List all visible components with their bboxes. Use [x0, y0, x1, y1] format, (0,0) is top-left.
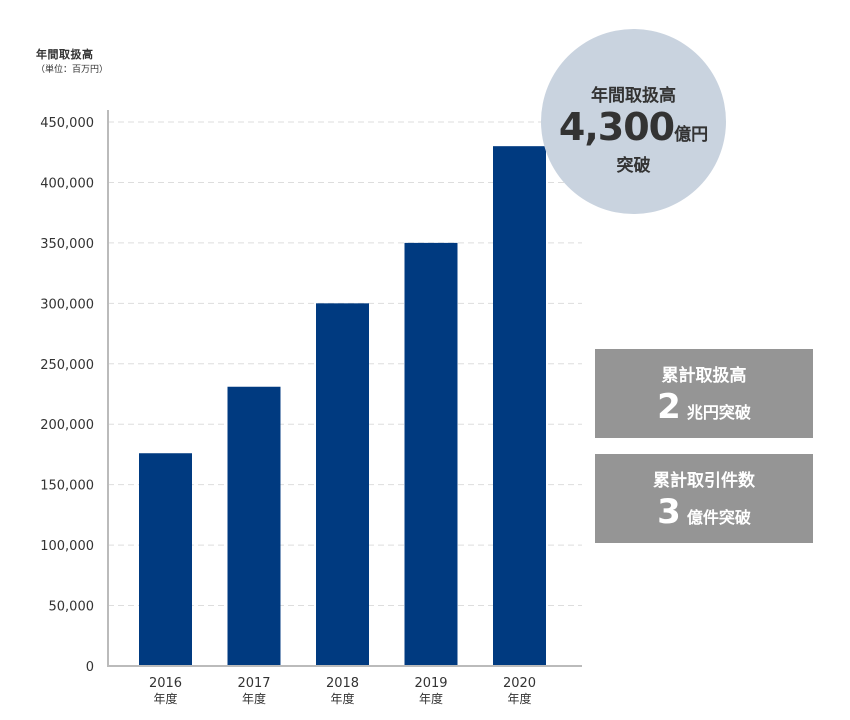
x-tick-label: 2018: [326, 676, 359, 691]
badge-suffix: 突破: [616, 156, 651, 176]
bar: [139, 453, 192, 666]
x-tick-label: 2017: [237, 676, 270, 691]
x-tick-label: 2016: [149, 676, 182, 691]
y-tick-label: 350,000: [40, 237, 94, 252]
stat-unit: 億件突破: [686, 508, 751, 527]
x-tick-suffix: 年度: [330, 691, 354, 706]
bar: [404, 242, 458, 666]
y-tick-label: 400,000: [40, 176, 94, 191]
bars: [139, 146, 546, 666]
cumulative-transactions-box: 累計取引件数 3 億件突破: [595, 454, 813, 543]
y-tick-label: 450,000: [40, 116, 94, 131]
x-tick-label: 2019: [414, 676, 447, 691]
badge-label: 年間取扱高: [591, 86, 676, 106]
y-tick-label: 0: [86, 660, 94, 675]
badge-value-row: 4,300億円: [541, 105, 726, 149]
x-tick-suffix: 年度: [419, 691, 443, 706]
x-tick-suffix: 年度: [507, 691, 531, 706]
bar: [493, 146, 546, 666]
y-tick-label: 150,000: [40, 479, 94, 494]
y-axis-ticks: 0 50,000 100,000 150,000 200,000 250,000 300,0…: [40, 116, 94, 675]
y-tick-label: 200,000: [40, 418, 94, 433]
y-tick-label: 300,000: [40, 297, 94, 312]
stat-value-row: 3 億件突破: [595, 492, 813, 532]
stat-unit: 兆円突破: [686, 403, 751, 422]
stat-value: 2: [657, 387, 681, 427]
unit-label: （単位：百万円）: [36, 65, 109, 75]
x-tick-suffix: 年度: [242, 691, 266, 706]
stat-value: 3: [657, 492, 681, 532]
bar: [227, 386, 281, 666]
stat-label: 累計取扱高: [661, 366, 747, 386]
y-tick-label: 250,000: [40, 358, 94, 373]
stat-value-row: 2 兆円突破: [595, 387, 813, 427]
badge-value: 4,300: [558, 105, 675, 149]
chart-title: 年間取扱高: [36, 48, 94, 61]
badge-unit: 億円: [674, 125, 709, 145]
x-tick-label: 2020: [503, 676, 536, 691]
y-tick-label: 50,000: [49, 600, 95, 615]
bar-chart: 0 50,000 100,000 150,000 200,000 250,000 300,0…: [40, 110, 582, 706]
stat-label: 累計取引件数: [653, 471, 755, 491]
y-tick-label: 100,000: [40, 539, 94, 554]
bar: [316, 303, 369, 666]
cumulative-volume-box: 累計取扱高 2 兆円突破: [595, 349, 813, 438]
annual-volume-badge: 年間取扱高 4,300億円 突破: [541, 29, 726, 214]
x-tick-suffix: 年度: [153, 691, 177, 706]
